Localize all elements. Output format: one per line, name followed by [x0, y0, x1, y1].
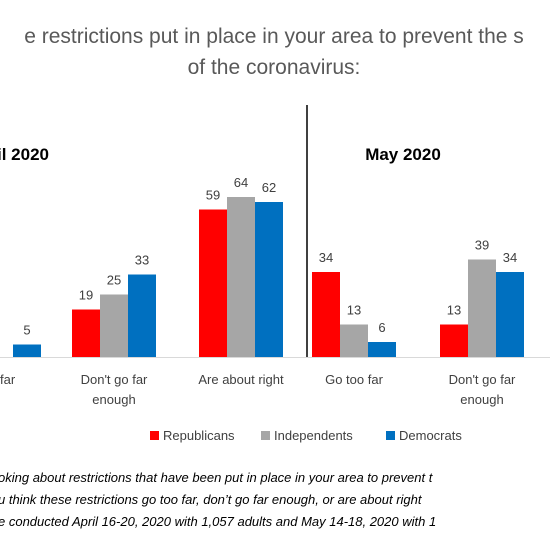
legend-label-republicans: Republicans — [163, 428, 235, 443]
data-label-independents-p1-c0: 13 — [347, 303, 361, 318]
bar-independents-p1-c0 — [340, 324, 368, 357]
bar-independents-p0-c1 — [100, 294, 128, 357]
bar-democrats-p0-c2 — [255, 202, 283, 357]
category-label-p1-c1-line1: enough — [460, 392, 503, 407]
bars-layer — [13, 197, 524, 357]
bar-republicans-p1-c1 — [440, 324, 468, 357]
bar-republicans-p1-c0 — [312, 272, 340, 357]
footnote-line-1: oking about restrictions that have been … — [0, 470, 434, 485]
legend-swatch-democrats — [386, 431, 395, 440]
legend-label-independents: Independents — [274, 428, 353, 443]
data-label-democrats-p1-c0: 6 — [378, 320, 385, 335]
panel-title-april: il 2020 — [0, 145, 49, 164]
data-label-independents-p0-c2: 64 — [234, 175, 248, 190]
legend-swatch-independents — [261, 431, 270, 440]
legend-swatch-republicans — [150, 431, 159, 440]
legend-label-democrats: Democrats — [399, 428, 462, 443]
category-label-p1-c1-line0: Don't go far — [449, 372, 516, 387]
category-label-p0-c2-line0: Are about right — [198, 372, 284, 387]
data-label-democrats-p0-c2: 62 — [262, 180, 276, 195]
category-label-p1-c0-line0: Go too far — [325, 372, 383, 387]
bar-republicans-p0-c2 — [199, 209, 227, 357]
data-label-republicans-p0-c1: 19 — [79, 288, 93, 303]
data-label-independents-p1-c1: 39 — [475, 238, 489, 253]
bar-democrats-p1-c0 — [368, 342, 396, 357]
category-label-p0-c0-line0: far — [0, 372, 16, 387]
bar-independents-p0-c2 — [227, 197, 255, 357]
data-label-republicans-p0-c2: 59 — [206, 188, 220, 203]
category-label-p0-c1-line0: Don't go far — [81, 372, 148, 387]
chart-title-line-2: of the coronavirus: — [188, 56, 361, 79]
data-label-democrats-p1-c1: 34 — [503, 250, 517, 265]
panel-title-may: May 2020 — [365, 145, 441, 164]
bar-democrats-p0-c1 — [128, 274, 156, 357]
data-label-democrats-p0-c0: 5 — [23, 323, 30, 338]
bar-republicans-p0-c1 — [72, 309, 100, 357]
data-label-republicans-p1-c1: 13 — [447, 303, 461, 318]
category-label-p0-c1-line1: enough — [92, 392, 135, 407]
legend: Republicans Independents Democrats — [150, 428, 462, 443]
data-label-democrats-p0-c1: 33 — [135, 253, 149, 268]
chart-title-line-1: e restrictions put in place in your area… — [24, 25, 524, 48]
bar-independents-p1-c1 — [468, 259, 496, 357]
data-label-republicans-p1-c0: 34 — [319, 250, 333, 265]
data-label-independents-p0-c1: 25 — [107, 273, 121, 288]
footnote-line-3: e conducted April 16-20, 2020 with 1,057… — [0, 514, 436, 529]
bar-democrats-p0-c0 — [13, 344, 41, 357]
labels-layer: 5 far 19 25 33 Don't go far enough 59 64 62 Are ab… — [0, 175, 517, 407]
bar-democrats-p1-c1 — [496, 272, 524, 357]
footnote-line-2: u think these restrictions go too far, d… — [0, 492, 423, 507]
